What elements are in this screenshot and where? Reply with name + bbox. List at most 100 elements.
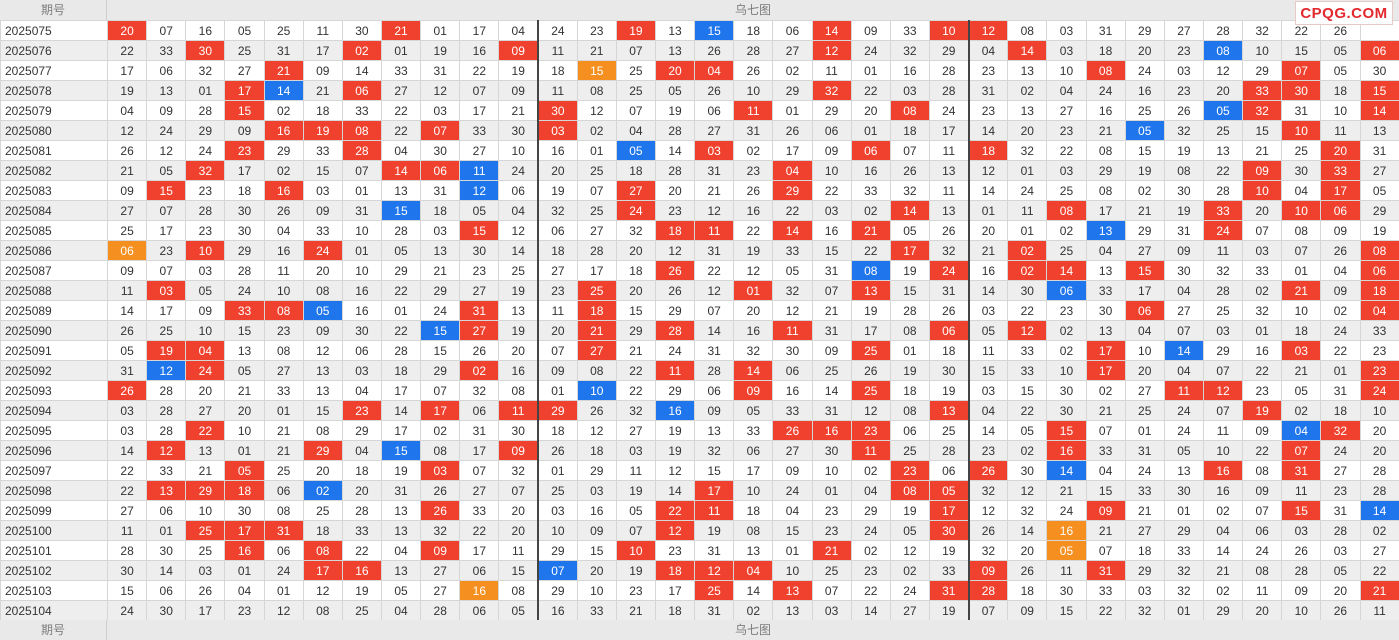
number-cell: 19 bbox=[655, 441, 694, 461]
number-cell: 02 bbox=[1086, 381, 1125, 401]
number-cell: 18 bbox=[577, 441, 616, 461]
number-cell: 16 bbox=[734, 321, 773, 341]
number-cell: 33 bbox=[225, 301, 264, 321]
number-cell: 14 bbox=[655, 481, 694, 501]
number-cell: 33 bbox=[773, 241, 812, 261]
number-cell: 15 bbox=[812, 241, 851, 261]
number-cell: 08 bbox=[577, 81, 616, 101]
number-cell: 26 bbox=[577, 401, 616, 421]
period-cell: 2025089 bbox=[1, 301, 108, 321]
number-cell: 12 bbox=[695, 281, 734, 301]
number-cell: 22 bbox=[1203, 161, 1242, 181]
number-cell: 15 bbox=[1360, 81, 1399, 101]
number-cell: 20 bbox=[851, 101, 890, 121]
number-cell: 06 bbox=[1321, 201, 1360, 221]
number-cell: 27 bbox=[421, 581, 460, 601]
number-cell: 31 bbox=[460, 301, 499, 321]
number-cell: 30 bbox=[225, 501, 264, 521]
number-cell: 06 bbox=[929, 461, 968, 481]
number-cell: 21 bbox=[577, 321, 616, 341]
number-cell: 01 bbox=[342, 181, 381, 201]
number-cell: 29 bbox=[342, 421, 381, 441]
number-cell: 29 bbox=[616, 321, 655, 341]
number-cell: 31 bbox=[929, 581, 968, 601]
number-cell: 30 bbox=[1047, 401, 1086, 421]
number-cell: 16 bbox=[342, 301, 381, 321]
number-cell: 25 bbox=[695, 581, 734, 601]
number-cell: 27 bbox=[1321, 461, 1360, 481]
number-cell: 02 bbox=[264, 101, 303, 121]
number-cell: 17 bbox=[381, 421, 420, 441]
number-cell: 05 bbox=[616, 501, 655, 521]
number-cell: 06 bbox=[851, 141, 890, 161]
number-cell: 24 bbox=[1008, 181, 1047, 201]
number-cell: 28 bbox=[342, 501, 381, 521]
number-cell: 21 bbox=[616, 341, 655, 361]
number-cell: 19 bbox=[1164, 201, 1203, 221]
site-logo[interactable]: CPQG.COM bbox=[1295, 1, 1393, 25]
number-cell: 18 bbox=[969, 141, 1008, 161]
number-cell: 26 bbox=[734, 61, 773, 81]
number-cell: 03 bbox=[538, 121, 577, 141]
number-cell: 01 bbox=[538, 381, 577, 401]
number-cell: 13 bbox=[929, 201, 968, 221]
number-cell: 07 bbox=[460, 461, 499, 481]
number-cell: 11 bbox=[929, 141, 968, 161]
number-cell: 15 bbox=[1243, 121, 1282, 141]
number-cell: 25 bbox=[577, 201, 616, 221]
number-cell: 29 bbox=[773, 181, 812, 201]
number-cell: 21 bbox=[264, 61, 303, 81]
number-cell: 26 bbox=[655, 281, 694, 301]
number-cell: 11 bbox=[851, 441, 890, 461]
number-cell: 07 bbox=[1203, 401, 1242, 421]
number-cell: 22 bbox=[1321, 341, 1360, 361]
number-cell: 29 bbox=[1360, 201, 1399, 221]
number-cell: 29 bbox=[421, 361, 460, 381]
number-cell: 14 bbox=[108, 301, 147, 321]
number-cell: 18 bbox=[421, 201, 460, 221]
number-cell: 30 bbox=[1008, 281, 1047, 301]
number-cell: 04 bbox=[1047, 81, 1086, 101]
number-cell: 15 bbox=[695, 21, 734, 41]
number-cell: 05 bbox=[655, 81, 694, 101]
number-cell: 24 bbox=[225, 281, 264, 301]
number-cell: 14 bbox=[890, 201, 929, 221]
number-cell: 20 bbox=[616, 241, 655, 261]
number-cell: 26 bbox=[969, 461, 1008, 481]
number-cell: 19 bbox=[499, 61, 538, 81]
number-cell: 33 bbox=[303, 141, 342, 161]
number-cell: 27 bbox=[1125, 241, 1164, 261]
number-cell: 13 bbox=[1086, 221, 1125, 241]
number-cell: 17 bbox=[303, 41, 342, 61]
number-cell: 27 bbox=[108, 201, 147, 221]
number-cell: 23 bbox=[225, 601, 264, 621]
number-cell: 22 bbox=[773, 201, 812, 221]
number-cell: 15 bbox=[381, 201, 420, 221]
number-cell: 26 bbox=[1008, 561, 1047, 581]
number-cell: 09 bbox=[499, 441, 538, 461]
number-cell: 01 bbox=[812, 481, 851, 501]
number-cell: 04 bbox=[186, 341, 225, 361]
number-cell: 13 bbox=[655, 41, 694, 61]
number-cell: 16 bbox=[538, 601, 577, 621]
number-cell: 23 bbox=[969, 441, 1008, 461]
number-cell: 03 bbox=[1047, 41, 1086, 61]
number-cell: 18 bbox=[225, 481, 264, 501]
number-cell: 14 bbox=[655, 141, 694, 161]
number-cell: 18 bbox=[1008, 581, 1047, 601]
number-cell: 33 bbox=[773, 401, 812, 421]
number-cell: 22 bbox=[616, 361, 655, 381]
number-cell: 31 bbox=[695, 601, 734, 621]
number-cell: 05 bbox=[225, 461, 264, 481]
number-cell: 29 bbox=[1086, 161, 1125, 181]
number-cell: 17 bbox=[303, 561, 342, 581]
number-cell: 13 bbox=[655, 21, 694, 41]
number-cell: 14 bbox=[969, 421, 1008, 441]
number-cell: 19 bbox=[342, 581, 381, 601]
number-cell: 25 bbox=[1125, 401, 1164, 421]
number-cell: 31 bbox=[1086, 561, 1125, 581]
number-cell: 31 bbox=[1321, 381, 1360, 401]
